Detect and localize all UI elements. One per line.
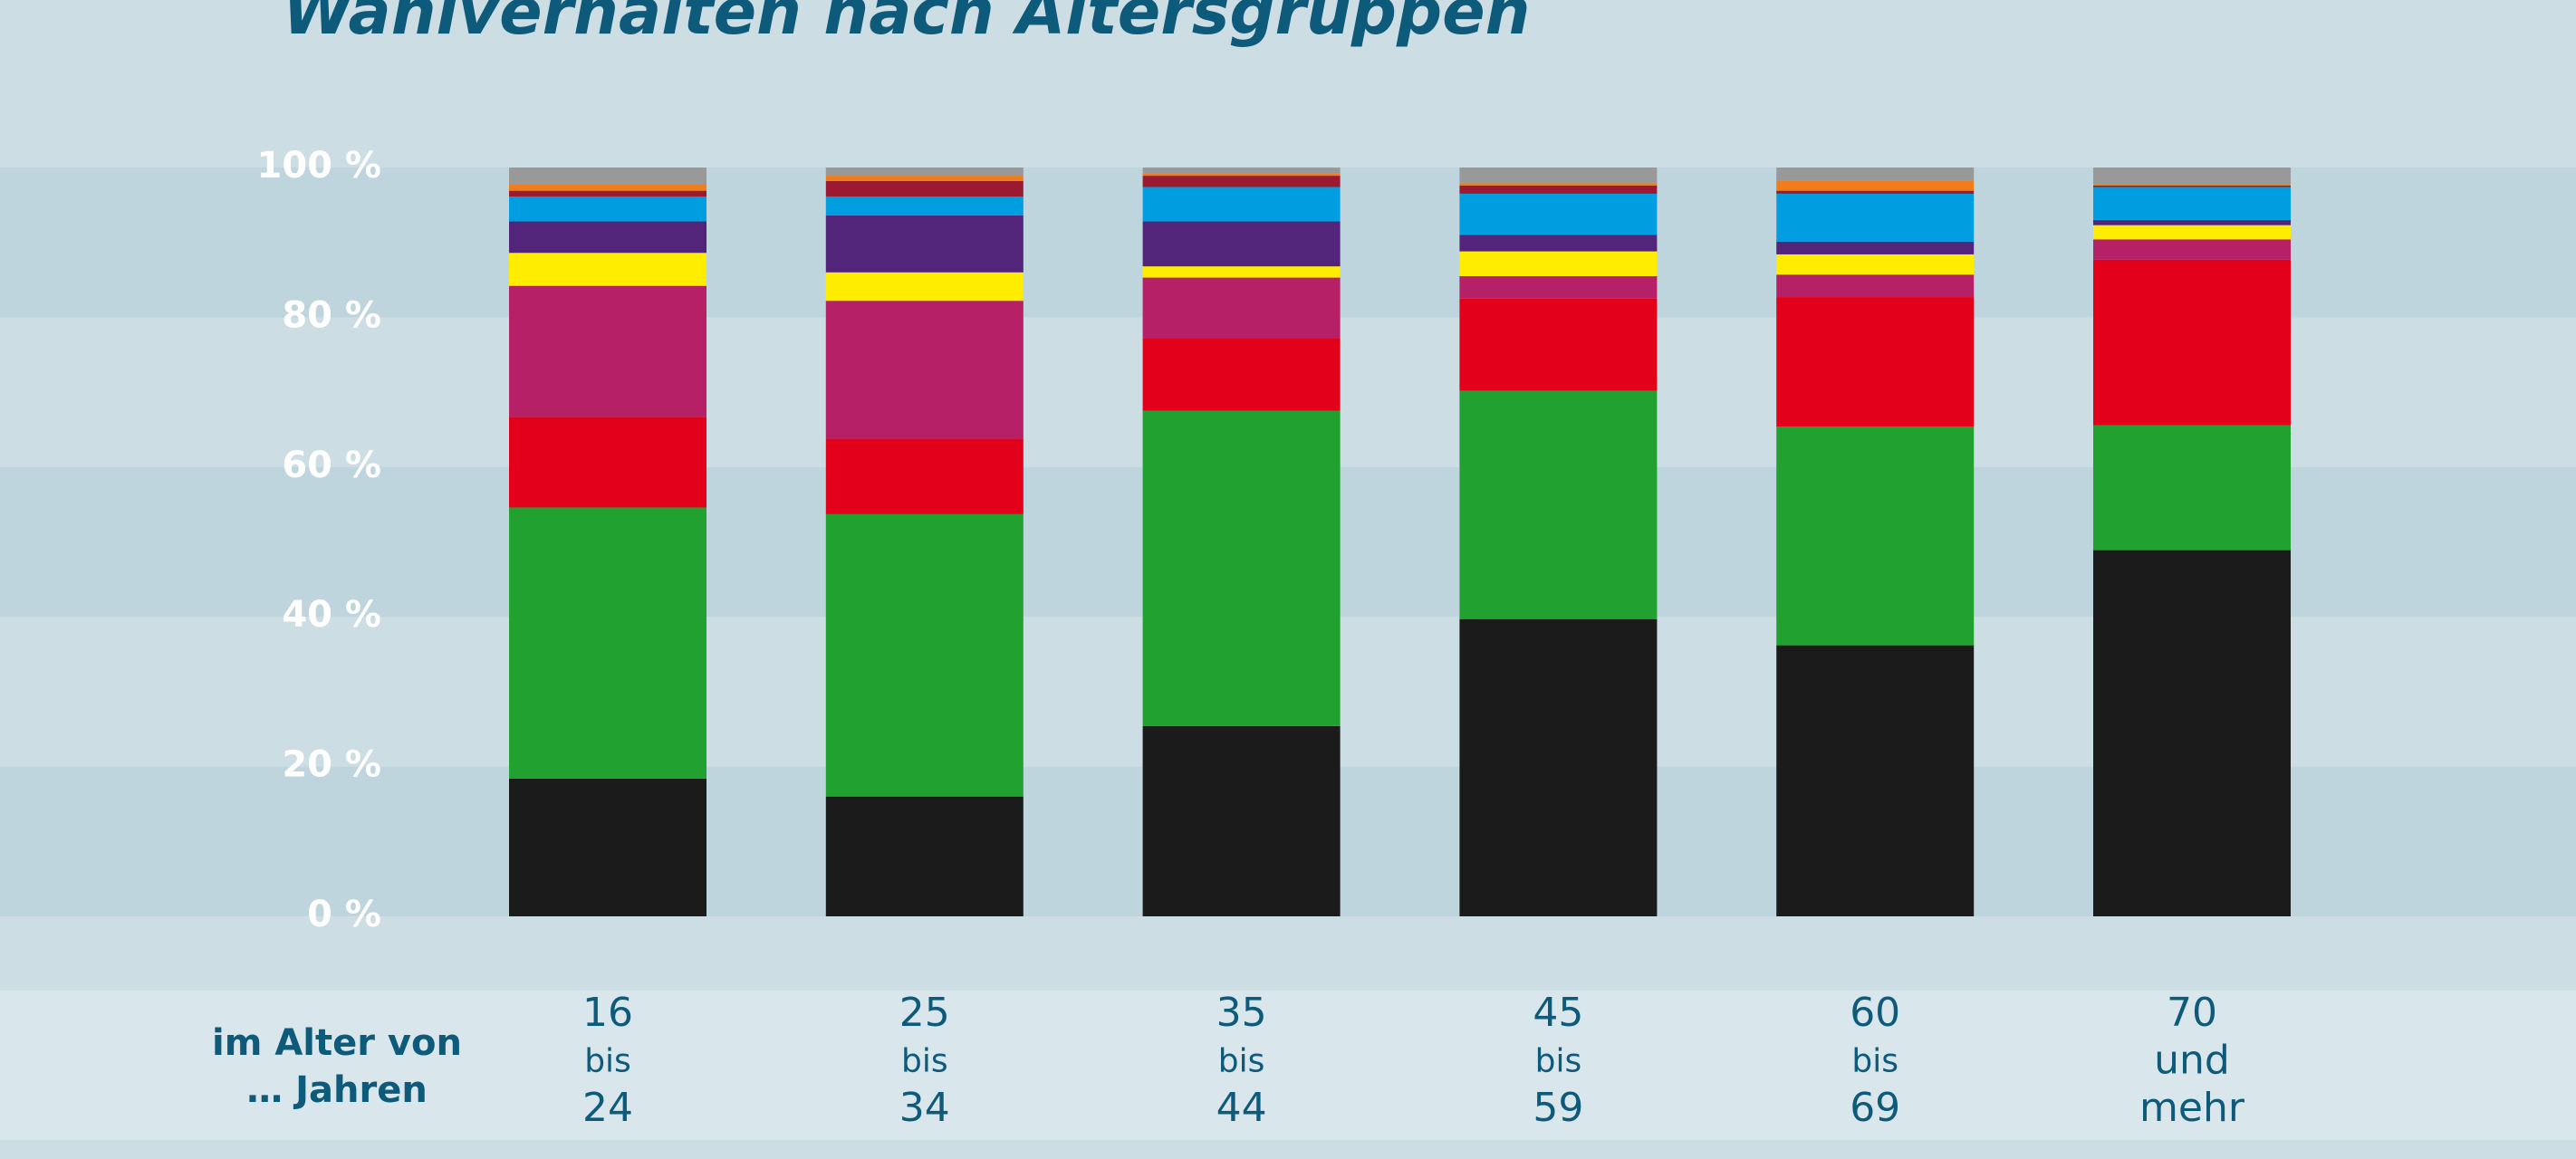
bar-segment	[1776, 254, 1975, 275]
x-tick-label: bis	[1535, 1043, 1582, 1080]
x-axis-label: im Alter von	[212, 1022, 462, 1064]
bar-segment	[509, 253, 706, 286]
bar-segment	[1142, 338, 1341, 411]
bar-segment	[2093, 550, 2291, 916]
x-tick-label: 45	[1533, 990, 1583, 1036]
y-tick-label: 100 %	[257, 145, 382, 187]
bar-segment	[825, 176, 1024, 181]
bar-segment	[509, 417, 706, 508]
bar-segment	[825, 438, 1024, 514]
bar-segment	[2093, 187, 2291, 220]
bar-segment	[825, 272, 1024, 302]
x-tick-label: bis	[1218, 1043, 1265, 1080]
bar-segment	[2093, 184, 2291, 186]
y-tick-label: 20 %	[282, 744, 381, 786]
x-tick-label: 34	[899, 1085, 950, 1131]
bar-segment	[825, 215, 1024, 273]
bar-segment	[2093, 239, 2291, 260]
bar-segment	[1459, 298, 1658, 391]
x-tick-label: 24	[582, 1085, 633, 1131]
x-tick-label: bis	[901, 1043, 948, 1080]
x-tick-label: 60	[1850, 990, 1900, 1036]
x-tick-label: 25	[899, 990, 950, 1036]
x-tick-label: mehr	[2139, 1085, 2245, 1131]
bar-segment	[1142, 187, 1341, 222]
bar-segment	[1776, 180, 1975, 191]
bar-segment	[1459, 193, 1658, 235]
y-tick-label: 0 %	[307, 894, 381, 935]
bar-segment	[825, 168, 1024, 177]
bar-segment	[1776, 241, 1975, 254]
bar-segment	[509, 778, 706, 916]
bar-segment	[1459, 275, 1658, 299]
bar-segment	[1459, 251, 1658, 276]
bar-segment	[825, 796, 1024, 916]
bar-segment	[2093, 225, 2291, 240]
x-axis-label: … Jahren	[246, 1069, 428, 1111]
bar-segment	[2093, 185, 2291, 187]
bar-segment	[1459, 168, 1658, 184]
bar-segment	[2093, 259, 2291, 426]
x-tick-label: 16	[582, 990, 633, 1036]
bar-segment	[825, 301, 1024, 439]
bar-segment	[1142, 176, 1341, 187]
bar-segment	[509, 196, 706, 222]
bar-segment	[509, 507, 706, 779]
bar-segment	[509, 190, 706, 197]
bar-segment	[1142, 168, 1341, 174]
bar-segment	[825, 513, 1024, 797]
bar-segment	[1776, 193, 1975, 242]
bar-segment	[509, 185, 706, 191]
bar-segment	[1142, 725, 1341, 916]
bar-segment	[1142, 173, 1341, 177]
bar-segment	[1776, 297, 1975, 427]
x-tick-label: 69	[1850, 1085, 1900, 1131]
bar-segment	[1142, 221, 1341, 267]
x-tick-label: 44	[1216, 1085, 1267, 1131]
bar-segment	[1459, 235, 1658, 252]
bar-segment	[1142, 266, 1341, 278]
bar-segment	[1776, 274, 1975, 298]
chart-title: Wahlverhalten nach Altersgruppen	[283, 0, 1530, 49]
y-tick-label: 40 %	[282, 594, 381, 636]
x-tick-label: bis	[1851, 1043, 1898, 1080]
bar-segment	[825, 196, 1024, 216]
x-tick-label: 70	[2167, 990, 2217, 1036]
x-tick-label: und	[2154, 1038, 2230, 1084]
bar-segment	[825, 180, 1024, 197]
bar-segment	[1459, 185, 1658, 194]
bar-segment	[509, 221, 706, 254]
y-tick-label: 80 %	[282, 294, 381, 336]
bar-segment	[1459, 390, 1658, 619]
bar-segment	[509, 168, 706, 186]
x-tick-label: 35	[1216, 990, 1267, 1036]
bar-segment	[1776, 168, 1975, 181]
y-tick-label: 60 %	[282, 445, 381, 486]
bar-segment	[2093, 425, 2291, 551]
bar-segment	[2093, 219, 2291, 225]
x-tick-label: bis	[584, 1043, 631, 1080]
bar-segment	[509, 285, 706, 417]
bar-segment	[1459, 618, 1658, 916]
x-tick-label: 59	[1533, 1085, 1583, 1131]
bar-segment	[1776, 426, 1975, 646]
bar-segment	[1459, 183, 1658, 186]
bar-segment	[1776, 645, 1975, 916]
bar-segment	[2093, 168, 2291, 185]
bar-segment	[1776, 190, 1975, 194]
bar-segment	[1142, 277, 1341, 339]
label-strip	[0, 991, 2576, 1140]
bar-segment	[1142, 410, 1341, 726]
